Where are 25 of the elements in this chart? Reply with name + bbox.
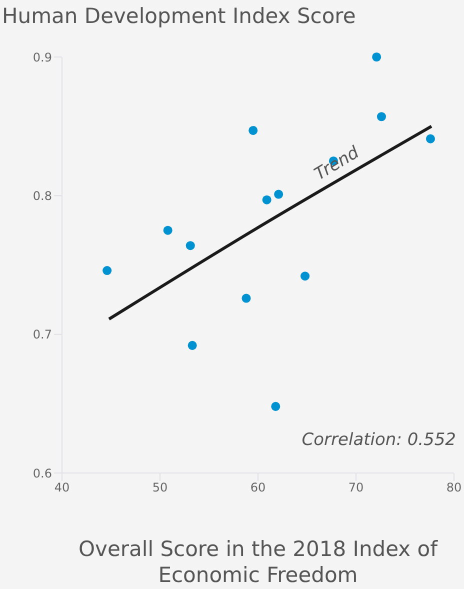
y-axis-title: Human Development Index Score xyxy=(2,4,356,28)
point xyxy=(376,112,386,122)
point xyxy=(186,241,195,250)
y-tick-label: 0.9 xyxy=(32,50,52,64)
point xyxy=(262,195,272,204)
y-tick-label: 0.8 xyxy=(32,188,52,203)
point xyxy=(372,52,382,62)
x-tick-label: 70 xyxy=(348,480,364,495)
point xyxy=(300,272,310,281)
y-tick-label: 0.6 xyxy=(32,466,52,480)
point xyxy=(102,266,112,276)
x-tick-label: 40 xyxy=(54,480,70,495)
x-axis-title: Overall Score in the 2018 Index of Economic Freedom xyxy=(77,536,439,588)
y-tick-label: 0.7 xyxy=(32,328,52,342)
x-tick-label: 80 xyxy=(446,480,462,495)
point xyxy=(242,294,251,303)
point xyxy=(271,402,280,411)
point xyxy=(274,190,284,199)
point xyxy=(426,134,435,144)
x-tick-label: 50 xyxy=(152,480,168,495)
point xyxy=(188,340,197,350)
point xyxy=(163,226,172,235)
x-tick-label: 60 xyxy=(250,480,266,495)
point xyxy=(248,126,258,135)
annotation: Correlation: 0.552 xyxy=(302,430,456,450)
